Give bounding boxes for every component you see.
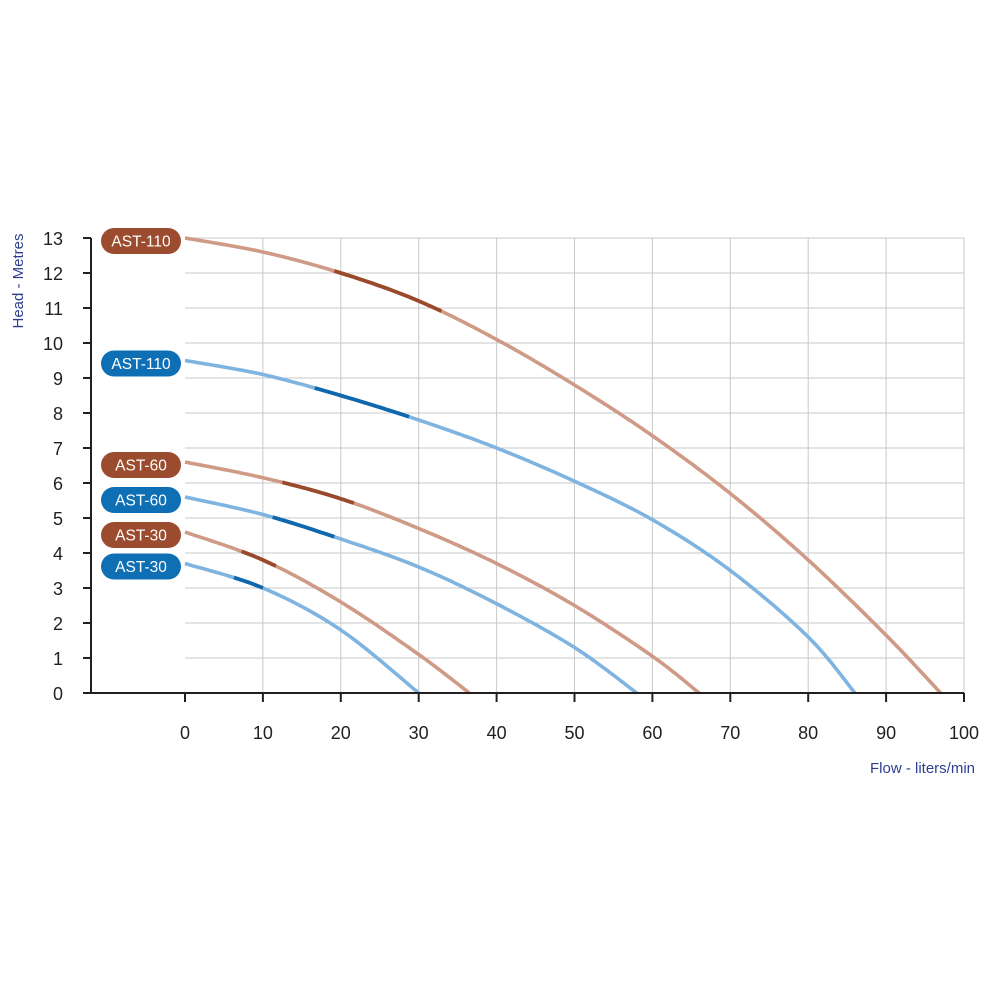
- badge-ast-110-brown: AST-110: [101, 228, 181, 254]
- badge-pill: [101, 553, 181, 580]
- badge-label: AST-110: [111, 234, 171, 251]
- y-tick-label: 12: [43, 264, 63, 284]
- curve-ast-110-blue: [184, 358, 857, 695]
- curve-highlight-ast-60-brown: [281, 480, 355, 505]
- grid: [185, 237, 965, 693]
- x-tick-label: 90: [876, 723, 896, 743]
- badge-label: AST-60: [115, 458, 167, 475]
- badge-label: AST-30: [115, 559, 167, 576]
- badge-ast-60-brown: AST-60: [101, 452, 181, 478]
- x-tick-label: 10: [253, 723, 273, 743]
- x-tick-label: 0: [180, 723, 190, 743]
- x-tick-label: 20: [331, 723, 351, 743]
- badge-pill: [101, 228, 181, 254]
- x-tick-label: 100: [949, 723, 979, 743]
- curve-highlight-ast-110-brown: [333, 269, 443, 313]
- y-tick-label: 13: [43, 229, 63, 249]
- curve-ast-110-brown: [184, 236, 942, 695]
- badge-label: AST-110: [111, 356, 171, 373]
- badge-label: AST-60: [115, 493, 167, 510]
- y-tick-label: 10: [43, 334, 63, 354]
- x-tick-label: 30: [409, 723, 429, 743]
- curve-ast-60-brown: [184, 460, 701, 695]
- y-tick-label: 11: [44, 299, 63, 319]
- y-axis-title: Head - Metres: [10, 233, 27, 328]
- x-tick-label: 60: [642, 723, 662, 743]
- curve-ast-30-brown: [184, 530, 471, 695]
- y-tick-label: 3: [53, 579, 63, 599]
- curve-highlight-ast-60-blue: [272, 515, 335, 539]
- y-tick-label: 6: [53, 474, 63, 494]
- y-tick-label: 9: [53, 369, 63, 389]
- x-tick-label: 70: [720, 723, 740, 743]
- y-tick-label: 1: [53, 649, 63, 669]
- curve-highlight-ast-110-blue: [314, 386, 410, 419]
- curve-ast-60-blue: [184, 495, 638, 695]
- badge-ast-60-blue: AST-60: [101, 487, 181, 513]
- curve-ast-30-blue: [184, 561, 420, 695]
- y-tick-label: 8: [53, 404, 63, 424]
- badge-ast-30-blue: AST-30: [101, 553, 181, 580]
- badge-pill: [101, 522, 181, 548]
- pump-curves: [184, 236, 942, 695]
- badge-pill: [101, 350, 181, 377]
- x-tick-label: 50: [564, 723, 584, 743]
- y-tick-label: 5: [53, 509, 63, 529]
- y-tick-label: 0: [53, 684, 63, 704]
- badge-ast-30-brown: AST-30: [101, 522, 181, 548]
- badge-label: AST-30: [115, 528, 167, 545]
- badge-pill: [101, 452, 181, 478]
- x-tick-label: 80: [798, 723, 818, 743]
- curve-highlight-ast-30-brown: [240, 549, 277, 568]
- y-tick-label: 4: [53, 544, 63, 564]
- x-axis-title: Flow - liters/min: [870, 760, 975, 777]
- badge-ast-110-blue: AST-110: [101, 350, 181, 377]
- curve-highlight-ast-30-blue: [233, 575, 264, 590]
- badge-pill: [101, 487, 181, 513]
- series-badges: AST-110 AST-110 AST-60 AST-60 AST-30 AST-30: [101, 228, 181, 580]
- y-tick-label: 7: [53, 439, 63, 459]
- x-tick-label: 40: [487, 723, 507, 743]
- y-tick-label: 2: [53, 614, 63, 634]
